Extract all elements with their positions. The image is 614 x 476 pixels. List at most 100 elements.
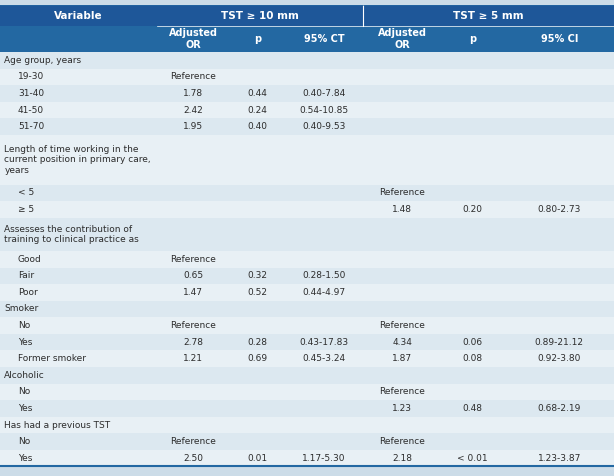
- Text: Smoker: Smoker: [4, 305, 39, 314]
- Text: 0.06: 0.06: [463, 337, 483, 347]
- Text: Length of time working in the
current position in primary care,
years: Length of time working in the current po…: [4, 145, 151, 175]
- Bar: [0, 218, 614, 251]
- Bar: [0, 69, 614, 85]
- Text: 0.45-3.24: 0.45-3.24: [302, 354, 346, 363]
- Text: TST ≥ 10 mm: TST ≥ 10 mm: [221, 10, 299, 20]
- Text: 31-40: 31-40: [18, 89, 44, 98]
- Text: No: No: [18, 321, 30, 330]
- Text: Yes: Yes: [18, 337, 32, 347]
- Text: 0.54-10.85: 0.54-10.85: [299, 106, 349, 115]
- Text: 0.40-9.53: 0.40-9.53: [302, 122, 346, 131]
- Bar: [0, 301, 614, 317]
- Text: 1.87: 1.87: [392, 354, 412, 363]
- Text: 1.95: 1.95: [184, 122, 203, 131]
- Text: Reference: Reference: [171, 437, 216, 446]
- Bar: [0, 400, 614, 417]
- Bar: [0, 417, 614, 433]
- Text: 0.65: 0.65: [184, 271, 203, 280]
- Text: Fair: Fair: [18, 271, 34, 280]
- Text: 0.92-3.80: 0.92-3.80: [538, 354, 581, 363]
- Text: Assesses the contribution of
training to clinical practice as: Assesses the contribution of training to…: [4, 225, 139, 244]
- Text: 2.42: 2.42: [184, 106, 203, 115]
- Bar: [0, 433, 614, 450]
- Bar: [0, 450, 614, 466]
- Text: 1.48: 1.48: [392, 205, 412, 214]
- Text: No: No: [18, 387, 30, 397]
- Text: Alcoholic: Alcoholic: [4, 371, 45, 380]
- Text: Good: Good: [18, 255, 42, 264]
- Text: Adjusted
OR: Adjusted OR: [169, 28, 218, 50]
- Bar: [0, 334, 614, 350]
- Text: 1.23: 1.23: [392, 404, 412, 413]
- Text: 95% CI: 95% CI: [541, 34, 578, 44]
- Text: Reference: Reference: [379, 387, 425, 397]
- Bar: [0, 52, 614, 69]
- Text: 1.78: 1.78: [184, 89, 203, 98]
- Bar: [0, 384, 614, 400]
- Bar: [0, 284, 614, 301]
- Bar: [0, 185, 614, 201]
- Text: 0.28-1.50: 0.28-1.50: [302, 271, 346, 280]
- Bar: [0, 317, 614, 334]
- Bar: [0, 102, 614, 119]
- Bar: [0, 85, 614, 102]
- Text: Reference: Reference: [171, 72, 216, 81]
- Text: 19-30: 19-30: [18, 72, 44, 81]
- Bar: [0, 5, 614, 26]
- Text: 0.40-7.84: 0.40-7.84: [302, 89, 346, 98]
- Text: p: p: [254, 34, 261, 44]
- Text: 1.21: 1.21: [184, 354, 203, 363]
- Text: Variable: Variable: [54, 10, 103, 20]
- Text: 0.48: 0.48: [463, 404, 483, 413]
- Text: 1.23-3.87: 1.23-3.87: [538, 454, 581, 463]
- Text: 0.89-21.12: 0.89-21.12: [535, 337, 584, 347]
- Text: < 0.01: < 0.01: [457, 454, 488, 463]
- Bar: [0, 135, 614, 185]
- Text: 51-70: 51-70: [18, 122, 44, 131]
- Text: Has had a previous TST: Has had a previous TST: [4, 420, 111, 429]
- Bar: [0, 350, 614, 367]
- Text: Adjusted
OR: Adjusted OR: [378, 28, 427, 50]
- Text: Poor: Poor: [18, 288, 37, 297]
- Text: Yes: Yes: [18, 404, 32, 413]
- Text: 2.50: 2.50: [184, 454, 203, 463]
- Text: Reference: Reference: [171, 321, 216, 330]
- Text: 95% CT: 95% CT: [303, 34, 344, 44]
- Text: 0.20: 0.20: [463, 205, 483, 214]
- Text: p: p: [469, 34, 476, 44]
- Text: 1.47: 1.47: [184, 288, 203, 297]
- Text: 0.80-2.73: 0.80-2.73: [538, 205, 581, 214]
- Text: Reference: Reference: [171, 255, 216, 264]
- Text: 2.18: 2.18: [392, 454, 412, 463]
- Bar: [0, 251, 614, 268]
- Text: 0.08: 0.08: [463, 354, 483, 363]
- Text: 0.69: 0.69: [247, 354, 267, 363]
- Text: 4.34: 4.34: [392, 337, 412, 347]
- Text: Reference: Reference: [379, 188, 425, 198]
- Bar: [0, 268, 614, 284]
- Bar: [0, 201, 614, 218]
- Text: 0.01: 0.01: [247, 454, 267, 463]
- Text: Age group, years: Age group, years: [4, 56, 82, 65]
- Text: 0.28: 0.28: [247, 337, 267, 347]
- Text: 0.52: 0.52: [247, 288, 267, 297]
- Text: 1.17-5.30: 1.17-5.30: [302, 454, 346, 463]
- Text: 0.24: 0.24: [247, 106, 267, 115]
- Text: < 5: < 5: [18, 188, 34, 198]
- Text: 0.43-17.83: 0.43-17.83: [299, 337, 349, 347]
- Text: Reference: Reference: [379, 321, 425, 330]
- Text: 0.44-4.97: 0.44-4.97: [302, 288, 346, 297]
- Text: 0.40: 0.40: [247, 122, 267, 131]
- Bar: [0, 367, 614, 384]
- Text: 0.68-2.19: 0.68-2.19: [538, 404, 581, 413]
- Text: 0.32: 0.32: [247, 271, 267, 280]
- Text: 41-50: 41-50: [18, 106, 44, 115]
- Text: Yes: Yes: [18, 454, 32, 463]
- Text: Former smoker: Former smoker: [18, 354, 86, 363]
- Text: No: No: [18, 437, 30, 446]
- Text: Reference: Reference: [379, 437, 425, 446]
- Text: ≥ 5: ≥ 5: [18, 205, 34, 214]
- Text: TST ≥ 5 mm: TST ≥ 5 mm: [453, 10, 524, 20]
- Text: 2.78: 2.78: [184, 337, 203, 347]
- Text: 0.44: 0.44: [247, 89, 267, 98]
